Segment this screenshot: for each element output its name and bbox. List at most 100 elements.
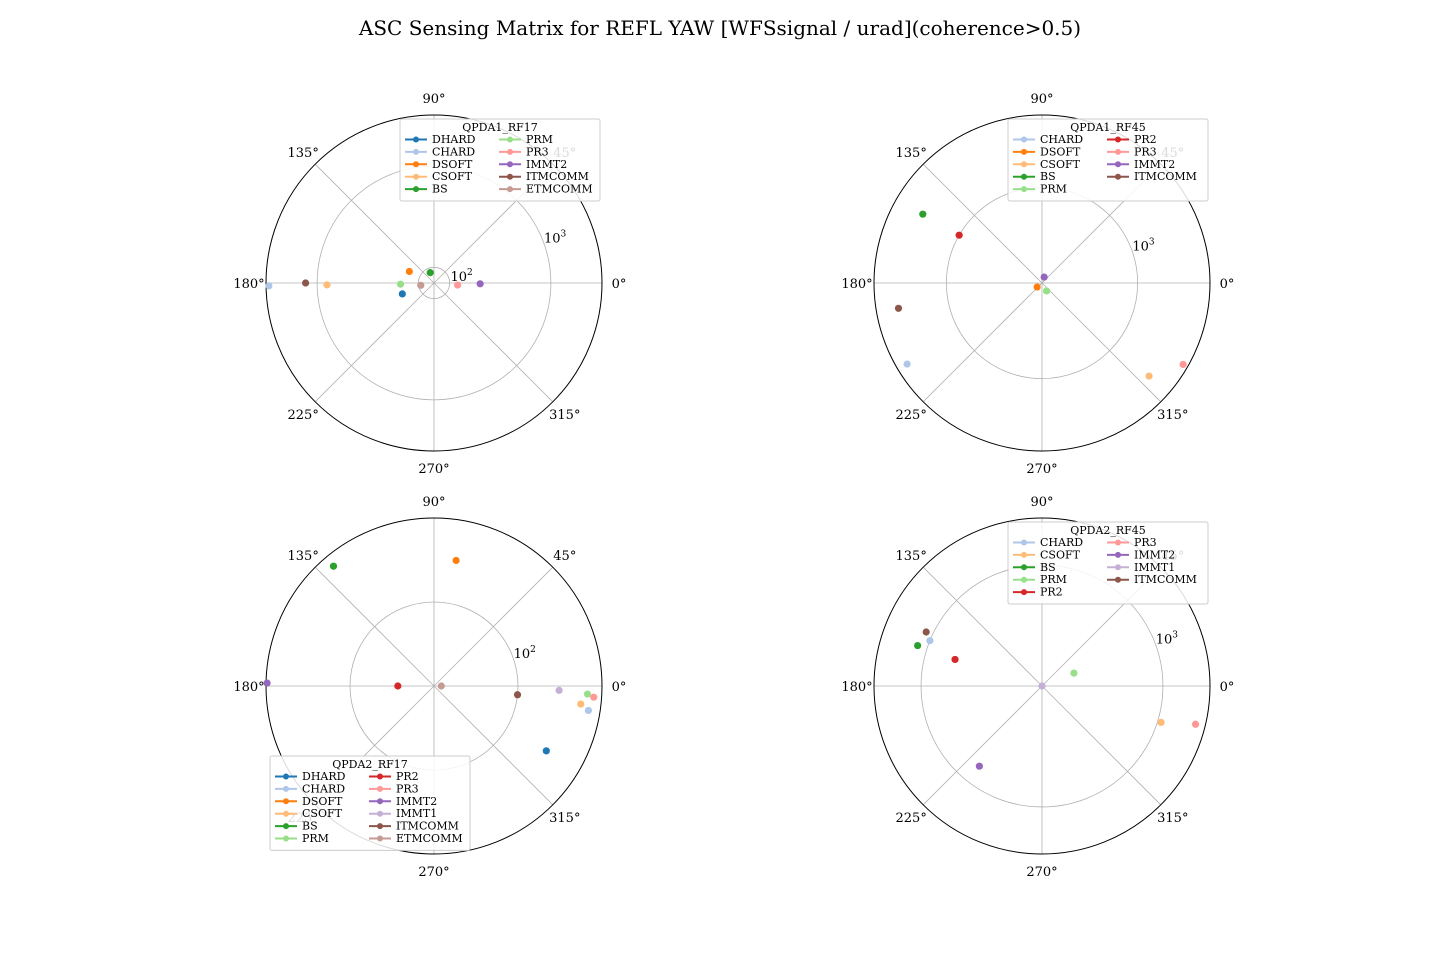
legend-box xyxy=(269,755,471,851)
angular-gridline xyxy=(433,282,554,403)
figure-title: ASC Sensing Matrix for REFL YAW [WFSsign… xyxy=(358,16,1081,40)
angle-tick-label: 315° xyxy=(549,408,580,423)
legend-label: CHARD xyxy=(1040,536,1083,549)
angle-tick-label: 0° xyxy=(612,277,627,292)
polar-chart-3: 1020°45°90°135°180°225°270°315°QPDA2_RF1… xyxy=(233,495,626,880)
legend-entry-dhard: DHARD xyxy=(405,133,476,146)
polar-chart-4: 1030°45°90°135°180°225°270°315°QPDA2_RF4… xyxy=(841,495,1234,880)
legend-entry-csoft: CSOFT xyxy=(1013,548,1081,561)
legend-label: PR3 xyxy=(1134,145,1157,158)
legend-entry-itmcomm: ITMCOMM xyxy=(1107,170,1197,183)
data-point-pr3 xyxy=(1179,360,1187,369)
data-point-etmcomm xyxy=(437,682,445,690)
legend-box xyxy=(1007,118,1209,202)
angle-tick-label: 90° xyxy=(422,495,445,510)
data-point-dsoft xyxy=(1033,283,1041,291)
legend-label: DHARD xyxy=(432,133,476,146)
angle-tick-label: 180° xyxy=(841,680,872,695)
data-point-chard xyxy=(265,282,273,290)
legend-label: PR2 xyxy=(1040,586,1063,599)
legend-entry-csoft: CSOFT xyxy=(1013,158,1081,171)
legend-entry-bs: BS xyxy=(1013,561,1056,574)
legend-entry-etmcomm: ETMCOMM xyxy=(499,183,593,196)
legend-entry-etmcomm: ETMCOMM xyxy=(369,832,463,845)
data-point-itmcomm xyxy=(301,279,310,287)
angle-tick-label: 225° xyxy=(896,811,927,826)
data-point-itmcomm xyxy=(513,691,522,699)
angle-tick-label: 270° xyxy=(418,462,449,477)
legend-marker xyxy=(1021,539,1027,546)
legend-label: PRM xyxy=(302,832,329,845)
data-point-pr3 xyxy=(1191,720,1200,728)
legend-marker xyxy=(1021,576,1027,583)
legend-label: CSOFT xyxy=(1040,548,1081,561)
legend-label: BS xyxy=(432,183,448,196)
legend-label: BS xyxy=(302,820,318,833)
legend-marker xyxy=(507,148,513,155)
angle-tick-label: 0° xyxy=(1220,277,1235,292)
legend-label: IMMT2 xyxy=(1134,548,1175,561)
legend-entry-itmcomm: ITMCOMM xyxy=(369,820,459,833)
data-point-prm xyxy=(396,280,405,288)
legend-label: PRM xyxy=(1040,573,1067,586)
data-point-pr2 xyxy=(955,231,963,239)
legend-box xyxy=(1007,521,1209,605)
legend-label: BS xyxy=(1040,170,1056,183)
legend-entry-chard: CHARD xyxy=(275,782,345,795)
polar-chart-2: 1030°45°90°135°180°225°270°315°QPDA1_RF4… xyxy=(841,92,1234,477)
legend-marker xyxy=(413,136,419,143)
angular-gridline xyxy=(922,282,1043,403)
angular-gridline xyxy=(1041,685,1162,806)
legend-entry-prm: PRM xyxy=(275,832,329,845)
angular-gridline xyxy=(1041,282,1162,403)
angle-tick-label: 135° xyxy=(896,146,927,161)
legend-marker xyxy=(1021,186,1027,193)
legend-entry-dsoft: DSOFT xyxy=(275,795,343,808)
legend-entry-immt1: IMMT1 xyxy=(1107,561,1175,574)
data-point-dhard xyxy=(542,747,550,755)
legend-marker xyxy=(1115,161,1121,168)
legend-label: ITMCOMM xyxy=(526,170,589,183)
legend-entry-pr2: PR2 xyxy=(369,770,419,783)
angle-tick-label: 225° xyxy=(288,408,319,423)
radial-tick-label: 103 xyxy=(544,229,567,246)
legend-entry-prm: PRM xyxy=(1013,183,1067,196)
data-point-immt1 xyxy=(1038,682,1046,690)
data-point-bs xyxy=(914,641,922,650)
legend-label: IMMT2 xyxy=(396,795,437,808)
angular-gridline xyxy=(314,163,435,284)
legend-label: IMMT1 xyxy=(396,807,437,820)
legend-label: DSOFT xyxy=(432,158,473,171)
angle-tick-label: 135° xyxy=(288,549,319,564)
legend-label: PR2 xyxy=(396,770,419,783)
data-point-pr2 xyxy=(951,655,959,664)
legend-title: QPDA1_RF17 xyxy=(462,121,538,134)
legend-label: DSOFT xyxy=(1040,145,1081,158)
legend-entry-immt1: IMMT1 xyxy=(369,807,437,820)
angle-tick-label: 270° xyxy=(418,865,449,880)
data-point-dhard xyxy=(398,290,406,298)
angle-tick-label: 0° xyxy=(612,680,627,695)
angular-gridline xyxy=(922,685,1043,806)
legend-marker xyxy=(413,173,419,180)
legend-entry-pr2: PR2 xyxy=(1107,133,1157,146)
data-point-immt2 xyxy=(975,762,983,770)
angle-tick-label: 135° xyxy=(896,549,927,564)
angle-tick-label: 90° xyxy=(422,92,445,107)
legend-marker xyxy=(283,835,289,842)
legend-label: IMMT1 xyxy=(1134,561,1175,574)
legend-marker xyxy=(507,186,513,193)
legend-title: QPDA2_RF45 xyxy=(1070,524,1146,537)
legend-marker xyxy=(377,785,383,792)
legend-entry-dhard: DHARD xyxy=(275,770,346,783)
data-point-pr3 xyxy=(590,693,598,701)
angle-tick-label: 0° xyxy=(1220,680,1235,695)
angle-tick-label: 270° xyxy=(1026,462,1057,477)
legend-marker xyxy=(1021,148,1027,155)
legend-marker xyxy=(1115,551,1121,558)
legend-entry-pr3: PR3 xyxy=(1107,536,1157,549)
legend-box xyxy=(399,118,601,202)
legend-entry-bs: BS xyxy=(1013,170,1056,183)
